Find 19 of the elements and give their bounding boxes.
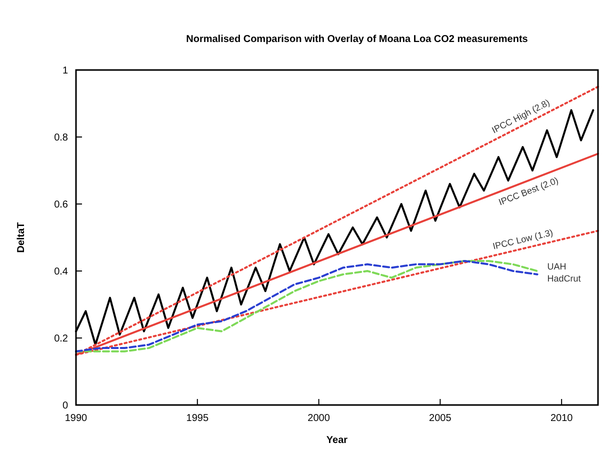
series-label: HadCrut xyxy=(547,274,582,284)
x-tick-label: 2005 xyxy=(429,413,452,424)
x-axis-title: Year xyxy=(326,435,348,446)
chart-title: Normalised Comparison with Overlay of Moana Loa CO2 measurements xyxy=(186,34,528,45)
text: IPCC Best (2.0) xyxy=(497,175,560,208)
x-tick-label: 1995 xyxy=(186,413,209,424)
text: IPCC High (2.8) xyxy=(490,97,552,136)
y-axis-title: DeltaT xyxy=(16,222,27,253)
y-tick-label: 0.2 xyxy=(54,334,68,344)
x-tick-label: 2010 xyxy=(550,413,574,424)
text: IPCC Low (1.3) xyxy=(492,227,554,252)
y-tick-label: 0.6 xyxy=(54,200,68,210)
y-tick-label: 0 xyxy=(62,400,68,412)
y-tick-label: 0.4 xyxy=(54,266,68,278)
x-tick-label: 1990 xyxy=(64,413,88,424)
y-tick-label: 0.8 xyxy=(54,132,68,144)
y-tick-label: 1 xyxy=(62,66,68,76)
series-label: UAH xyxy=(547,262,566,272)
x-tick-label: 2000 xyxy=(308,413,330,424)
